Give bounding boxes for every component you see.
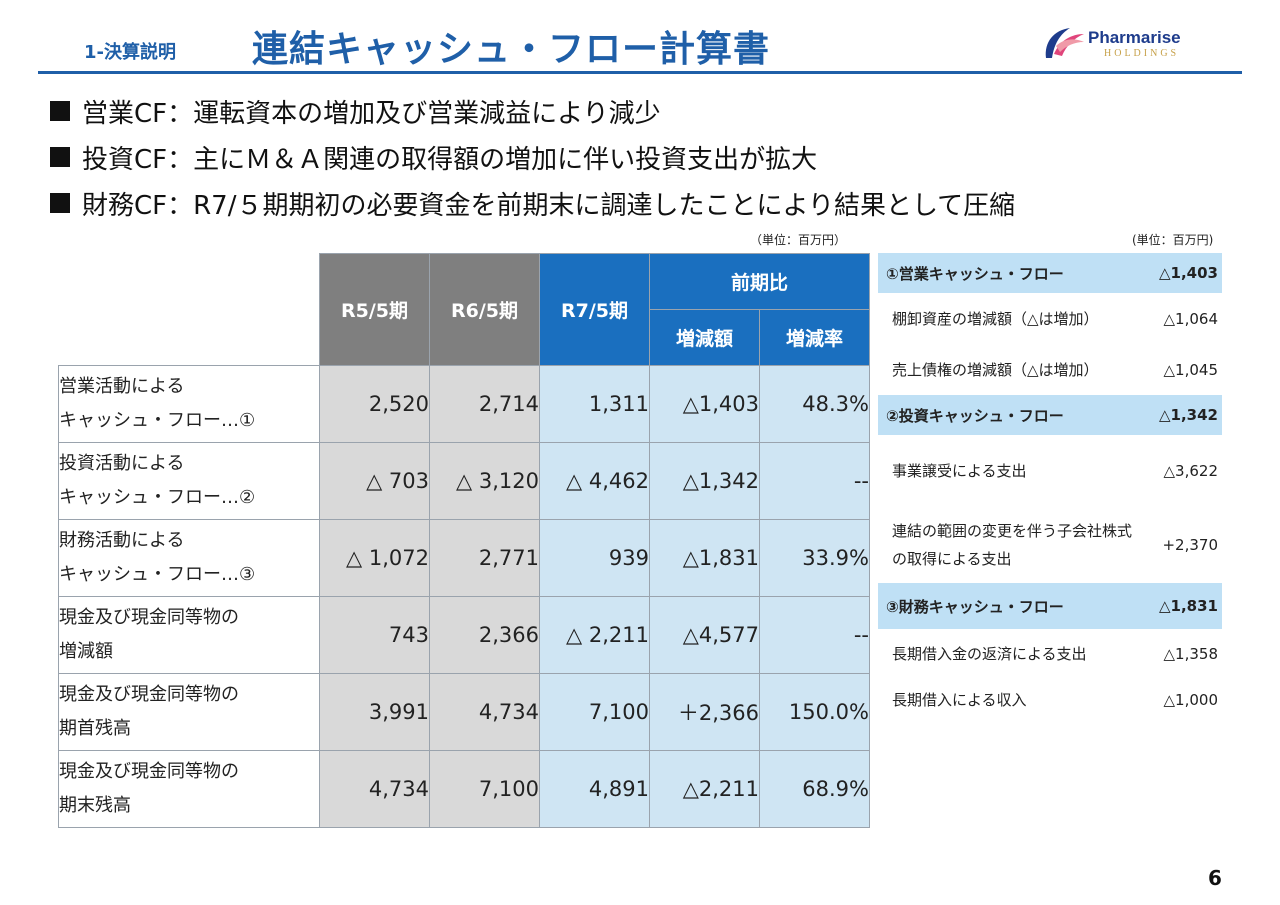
detail-section-investing: ②投資キャッシュ・フロー △1,342: [878, 395, 1222, 435]
cell-change: ＋2,366: [649, 673, 760, 751]
page-title: 連結キャッシュ・フロー計算書: [252, 29, 771, 70]
cell-r6: 2,771: [429, 519, 540, 597]
cell-change: △1,831: [649, 519, 760, 597]
detail-section-operating: ①営業キャッシュ・フロー △1,403: [878, 253, 1222, 293]
bullet-financing-cf: 財務CF：R7/５期期初の必要資金を前期末に調達したことにより結果として圧縮: [50, 180, 1015, 226]
table-corner: [58, 253, 320, 366]
cell-r6: 2,714: [429, 365, 540, 443]
summary-bullets: 営業CF：運転資本の増加及び営業減益により減少 投資CF：主にＭ＆Ａ関連の取得額…: [50, 88, 1015, 226]
header-r5: R5/5期: [319, 253, 430, 366]
cell-r5: △ 1,072: [319, 519, 430, 597]
detail-section-value: △1,831: [1159, 597, 1218, 615]
detail-section-value: △1,403: [1159, 264, 1218, 282]
cell-r6: 7,100: [429, 750, 540, 828]
main-table-unit: （単位：百万円）: [750, 233, 847, 247]
detail-section-value: △1,342: [1159, 406, 1218, 424]
header-comparison: 前期比: [649, 253, 870, 310]
detail-item: 長期借入による収入 △1,000: [878, 679, 1222, 721]
row-label: 現金及び現金同等物の 期首残高: [58, 673, 320, 751]
cell-rate: 150.0%: [759, 673, 870, 751]
detail-section-title: ①営業キャッシュ・フロー: [886, 264, 1064, 283]
detail-item-value: △1,064: [1163, 310, 1218, 328]
detail-item-value: △1,000: [1163, 691, 1218, 709]
header-r7: R7/5期: [539, 253, 650, 366]
cash-flow-table: R5/5期 R6/5期 R7/5期 前期比 増減額 増減率 営業活動による キャッ…: [58, 253, 870, 828]
cell-change: △1,403: [649, 365, 760, 443]
row-label: 投資活動による キャッシュ・フロー…②: [58, 442, 320, 520]
detail-item-value: △1,358: [1163, 645, 1218, 663]
detail-item-label: 長期借入金の返済による支出: [892, 645, 1087, 663]
table-row: 現金及び現金同等物の 期末残高 4,734 7,100 4,891 △2,211 …: [58, 750, 870, 828]
detail-item: 事業譲受による支出 △3,622: [878, 435, 1222, 507]
detail-item-value: △3,622: [1163, 462, 1218, 480]
detail-item-label: 売上債権の増減額（△は増加）: [892, 361, 1099, 379]
cell-r5: 4,734: [319, 750, 430, 828]
bullet-text: 財務CF：R7/５期期初の必要資金を前期末に調達したことにより結果として圧縮: [82, 190, 1016, 221]
detail-item: 長期借入金の返済による支出 △1,358: [878, 629, 1222, 679]
row-label: 現金及び現金同等物の 期末残高: [58, 750, 320, 828]
cell-r5: 2,520: [319, 365, 430, 443]
bullet-square-icon: [50, 147, 70, 167]
header-r6: R6/5期: [429, 253, 540, 366]
bullet-text: 営業CF：運転資本の増加及び営業減益により減少: [82, 98, 661, 129]
detail-item-label: 連結の範囲の変更を伴う子会社株式 の取得による支出: [892, 522, 1133, 568]
detail-table-unit: (単位：百万円): [1132, 233, 1214, 247]
cell-r7: △ 2,211: [539, 596, 650, 674]
header-rate: 増減率: [759, 309, 870, 366]
bullet-operating-cf: 営業CF：運転資本の増加及び営業減益により減少: [50, 88, 1015, 134]
table-row: 現金及び現金同等物の 期首残高 3,991 4,734 7,100 ＋2,366 …: [58, 673, 870, 751]
row-label: 営業活動による キャッシュ・フロー…①: [58, 365, 320, 443]
table-row: 投資活動による キャッシュ・フロー…② △ 703 △ 3,120 △ 4,462…: [58, 442, 870, 520]
cell-r5: 3,991: [319, 673, 430, 751]
cell-r5: 743: [319, 596, 430, 674]
cell-r6: 4,734: [429, 673, 540, 751]
detail-section-title: ③財務キャッシュ・フロー: [886, 597, 1064, 616]
cell-rate: --: [759, 596, 870, 674]
cell-r7: △ 4,462: [539, 442, 650, 520]
cell-rate: 33.9%: [759, 519, 870, 597]
cell-change: △2,211: [649, 750, 760, 828]
row-label: 財務活動による キャッシュ・フロー…③: [58, 519, 320, 597]
header-change: 増減額: [649, 309, 760, 366]
bullet-square-icon: [50, 193, 70, 213]
cell-rate: 68.9%: [759, 750, 870, 828]
cell-r6: 2,366: [429, 596, 540, 674]
company-logo: Pharmarise HOLDINGS: [1040, 24, 1210, 64]
page-number: 6: [1208, 866, 1222, 890]
logo-swoosh-icon: [1045, 28, 1084, 58]
detail-item: 連結の範囲の変更を伴う子会社株式 の取得による支出 +2,370: [878, 507, 1222, 583]
cell-rate: --: [759, 442, 870, 520]
detail-item-label: 長期借入による収入: [892, 691, 1027, 709]
detail-section-title: ②投資キャッシュ・フロー: [886, 406, 1064, 425]
detail-section-financing: ③財務キャッシュ・フロー △1,831: [878, 583, 1222, 629]
cf-breakdown-panel: ①営業キャッシュ・フロー △1,403 棚卸資産の増減額（△は増加） △1,06…: [878, 253, 1222, 721]
section-label: 1-決算説明: [84, 42, 176, 63]
row-label: 現金及び現金同等物の 増減額: [58, 596, 320, 674]
cell-rate: 48.3%: [759, 365, 870, 443]
table-row: 現金及び現金同等物の 増減額 743 2,366 △ 2,211 △4,577 -…: [58, 596, 870, 674]
detail-item-value: △1,045: [1163, 361, 1218, 379]
detail-item: 棚卸資産の増減額（△は増加） △1,064: [878, 293, 1222, 345]
bullet-investing-cf: 投資CF：主にＭ＆Ａ関連の取得額の増加に伴い投資支出が拡大: [50, 134, 1015, 180]
table-row: 財務活動による キャッシュ・フロー…③ △ 1,072 2,771 939 △1,…: [58, 519, 870, 597]
table-row: 営業活動による キャッシュ・フロー…① 2,520 2,714 1,311 △1,…: [58, 365, 870, 443]
cell-r5: △ 703: [319, 442, 430, 520]
detail-item-label: 棚卸資産の増減額（△は増加）: [892, 310, 1099, 328]
cell-r7: 7,100: [539, 673, 650, 751]
detail-item-value: +2,370: [1162, 536, 1218, 554]
logo-wordmark: Pharmarise: [1088, 28, 1181, 47]
detail-item: 売上債権の増減額（△は増加） △1,045: [878, 345, 1222, 395]
cell-r7: 939: [539, 519, 650, 597]
logo-subtitle: HOLDINGS: [1104, 48, 1180, 59]
cell-r7: 1,311: [539, 365, 650, 443]
title-divider: [38, 71, 1242, 74]
detail-item-label: 事業譲受による支出: [892, 462, 1027, 480]
bullet-text: 投資CF：主にＭ＆Ａ関連の取得額の増加に伴い投資支出が拡大: [82, 144, 818, 175]
cell-r6: △ 3,120: [429, 442, 540, 520]
cell-r7: 4,891: [539, 750, 650, 828]
cell-change: △1,342: [649, 442, 760, 520]
cell-change: △4,577: [649, 596, 760, 674]
bullet-square-icon: [50, 101, 70, 121]
